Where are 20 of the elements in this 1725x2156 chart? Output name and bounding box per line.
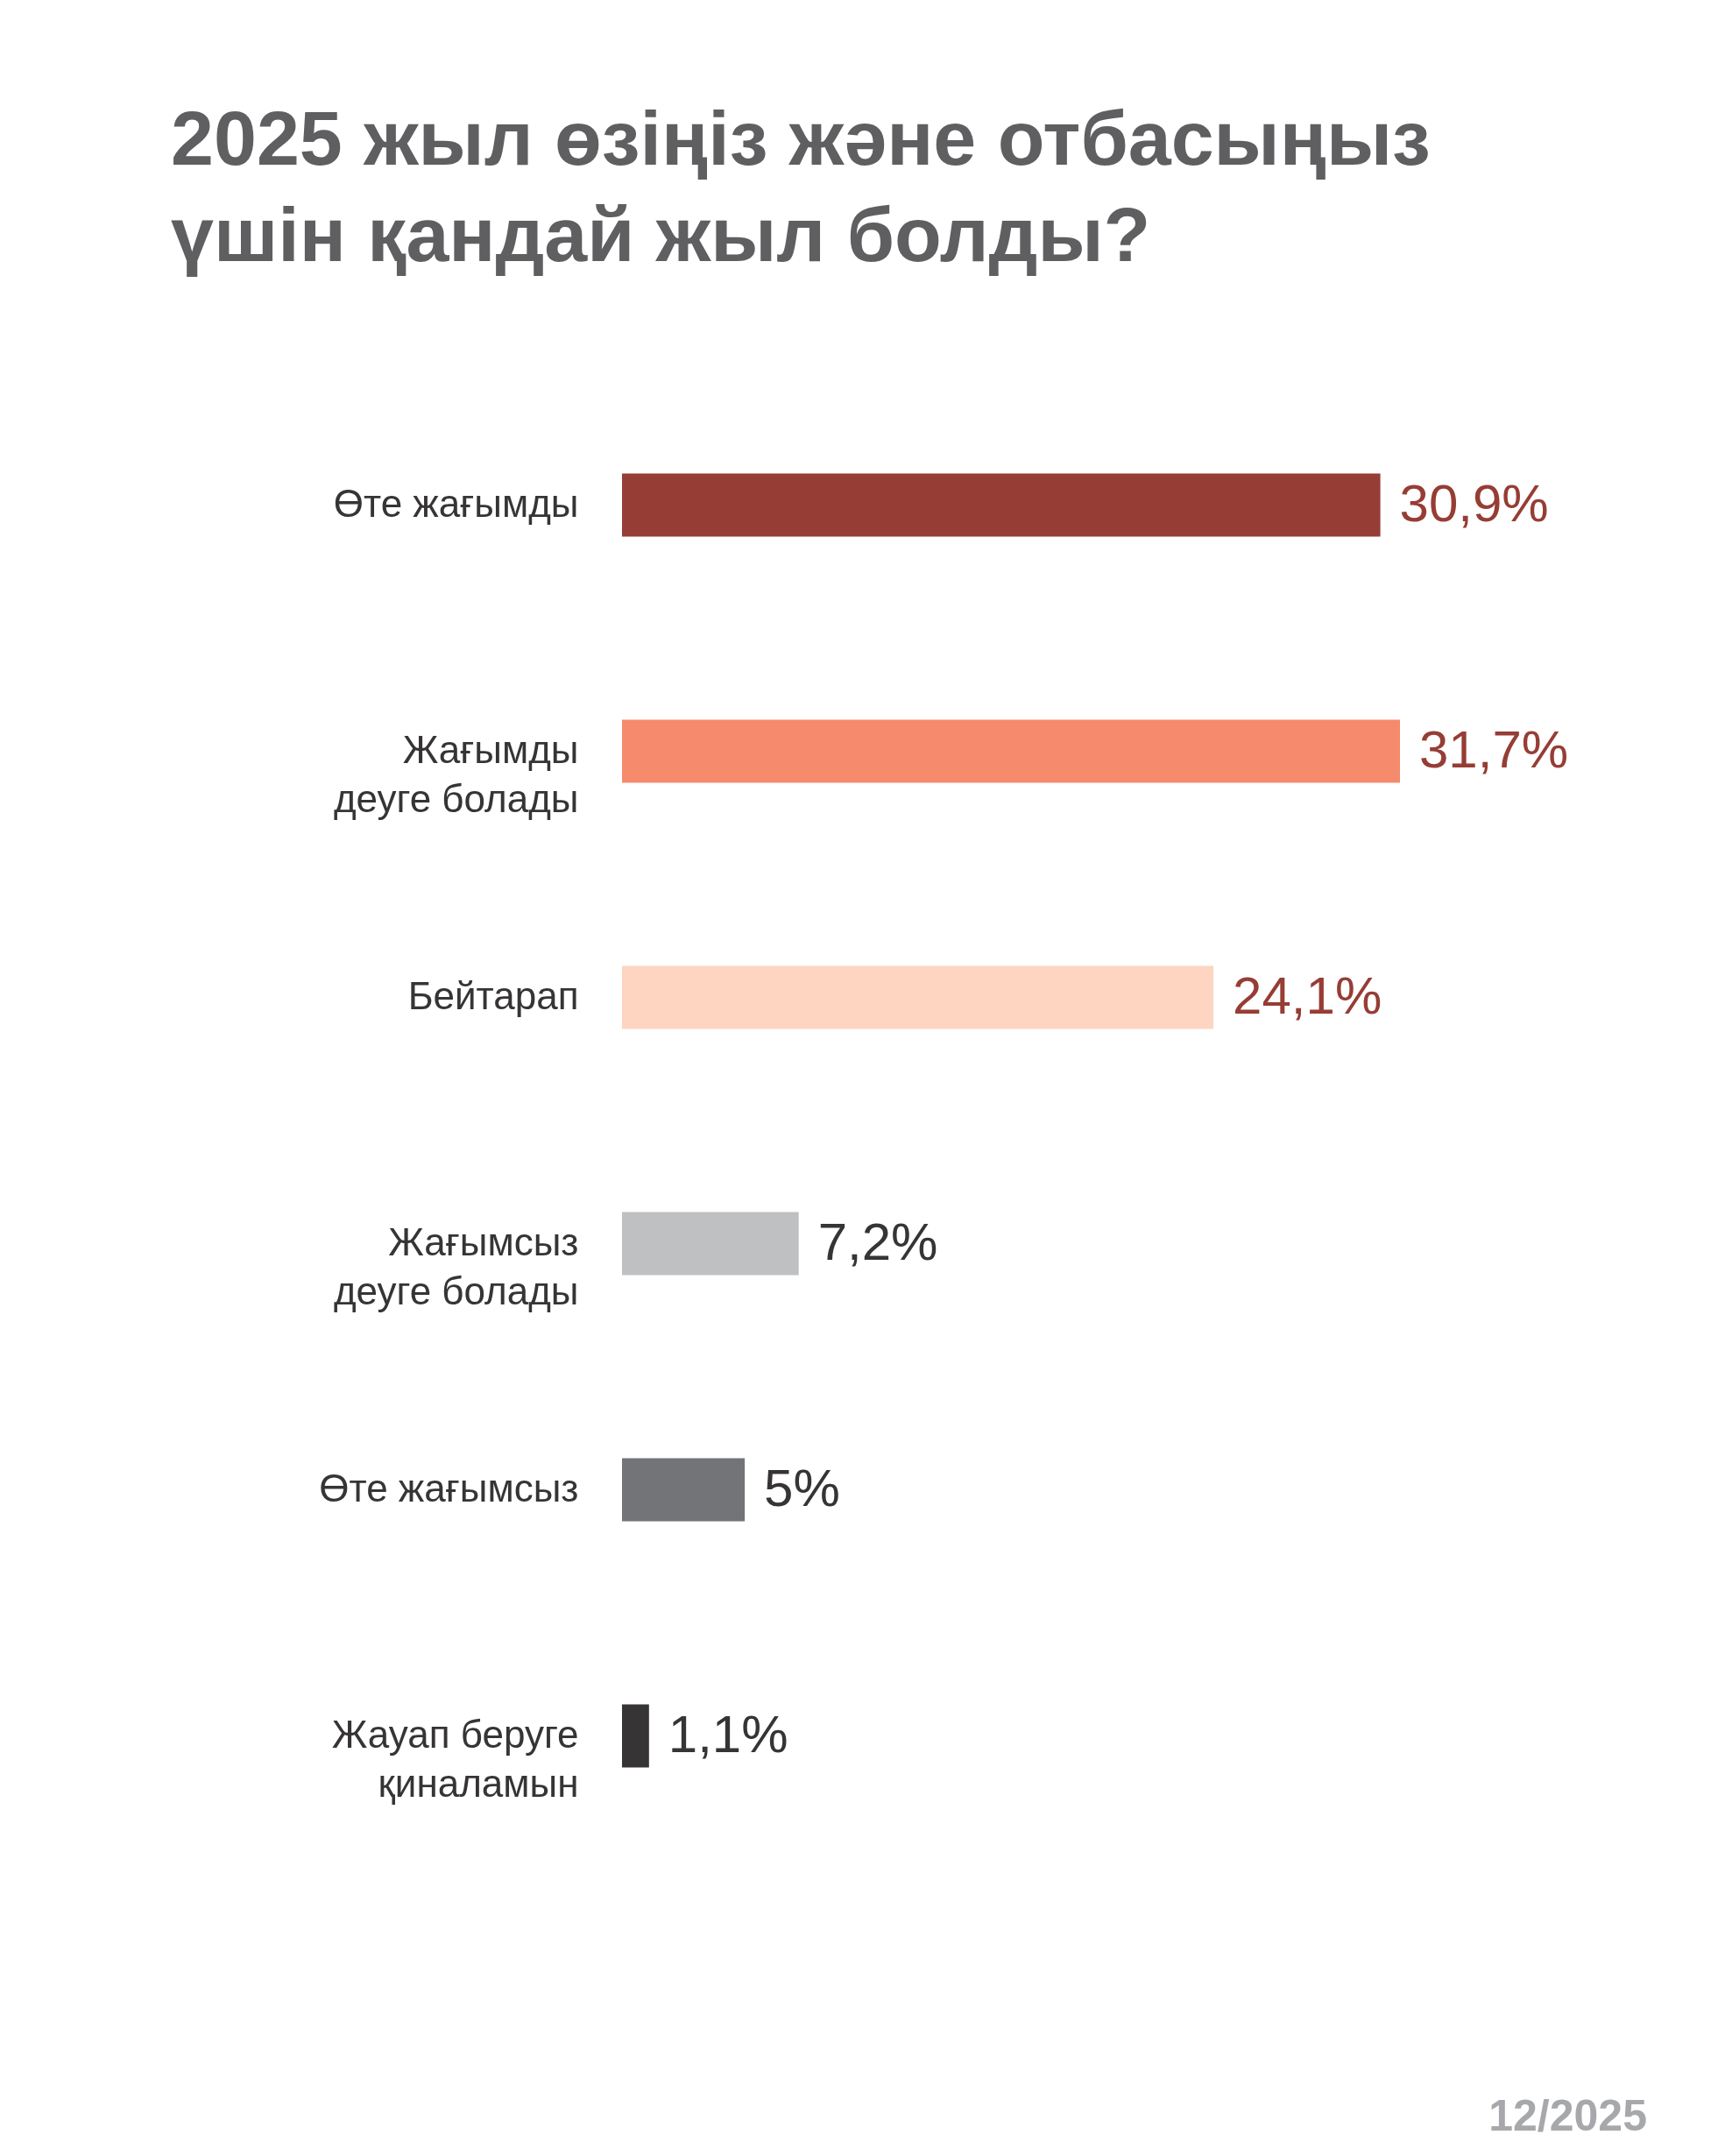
bar	[622, 1212, 799, 1276]
bar	[622, 1704, 649, 1768]
data-label: 7,2%	[817, 1212, 938, 1271]
chart-title: 2025 жыл өзіңіз және отбасыңыз үшін қандай жыл болды?	[171, 95, 1431, 278]
data-label: 1,1%	[668, 1704, 788, 1764]
y-tick-label: Өте жағымсыз	[319, 1466, 579, 1509]
bar	[622, 473, 1381, 537]
data-label: 30,9%	[1399, 473, 1549, 533]
y-tick-label: Жағымсыз деуге болады	[333, 1219, 579, 1312]
bar	[622, 1458, 746, 1522]
y-tick-label: Бейтарап	[407, 973, 579, 1017]
data-label: 5%	[764, 1458, 840, 1517]
data-label: 31,7%	[1419, 719, 1569, 779]
y-tick-label: Өте жағымды	[333, 481, 579, 525]
y-tick-label: Жағымды деуге болады	[333, 727, 579, 820]
y-tick-label: Жауап беруге қиналамын	[331, 1712, 579, 1805]
bar	[622, 719, 1400, 783]
text: 12/2025	[1488, 2091, 1647, 2140]
data-label: 24,1%	[1233, 965, 1382, 1025]
bar	[622, 965, 1214, 1029]
